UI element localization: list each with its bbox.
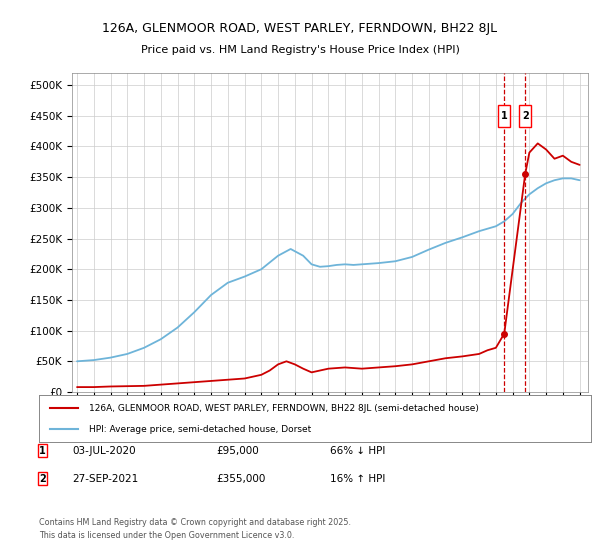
Text: 03-JUL-2020: 03-JUL-2020 xyxy=(72,446,136,456)
FancyBboxPatch shape xyxy=(520,105,531,127)
Text: £95,000: £95,000 xyxy=(216,446,259,456)
Text: 66% ↓ HPI: 66% ↓ HPI xyxy=(330,446,385,456)
Text: £355,000: £355,000 xyxy=(216,474,265,484)
Text: Contains HM Land Registry data © Crown copyright and database right 2025.
This d: Contains HM Land Registry data © Crown c… xyxy=(39,518,351,539)
Text: 2: 2 xyxy=(522,111,529,121)
Text: 1: 1 xyxy=(39,446,46,456)
Text: Price paid vs. HM Land Registry's House Price Index (HPI): Price paid vs. HM Land Registry's House … xyxy=(140,45,460,55)
Text: 1: 1 xyxy=(501,111,508,121)
Text: 27-SEP-2021: 27-SEP-2021 xyxy=(72,474,138,484)
Text: 2: 2 xyxy=(39,474,46,484)
Text: 126A, GLENMOOR ROAD, WEST PARLEY, FERNDOWN, BH22 8JL: 126A, GLENMOOR ROAD, WEST PARLEY, FERNDO… xyxy=(103,22,497,35)
FancyBboxPatch shape xyxy=(499,105,510,127)
Text: 126A, GLENMOOR ROAD, WEST PARLEY, FERNDOWN, BH22 8JL (semi-detached house): 126A, GLENMOOR ROAD, WEST PARLEY, FERNDO… xyxy=(89,404,479,413)
Text: HPI: Average price, semi-detached house, Dorset: HPI: Average price, semi-detached house,… xyxy=(89,424,311,433)
Text: 16% ↑ HPI: 16% ↑ HPI xyxy=(330,474,385,484)
